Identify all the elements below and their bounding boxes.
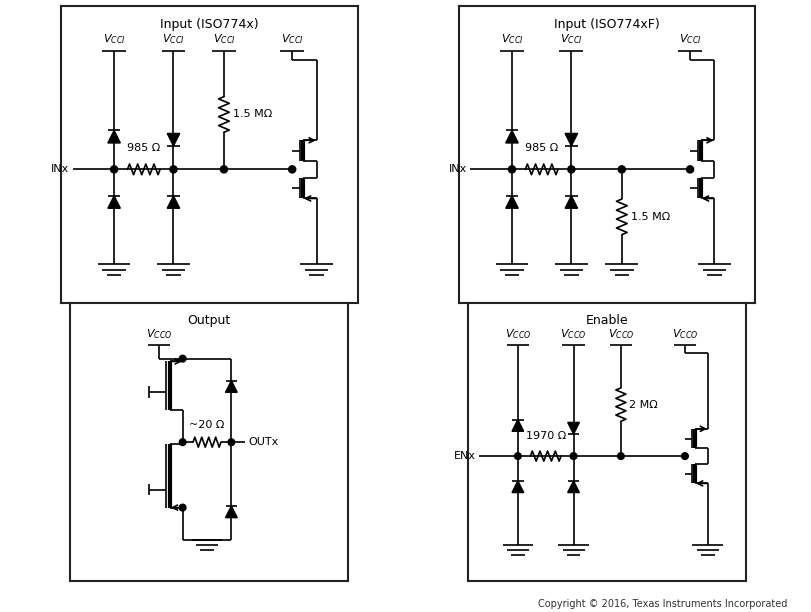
Polygon shape (564, 196, 577, 208)
Polygon shape (512, 481, 523, 493)
Circle shape (508, 166, 515, 173)
Circle shape (680, 453, 688, 460)
Text: $V_{CCO}$: $V_{CCO}$ (607, 327, 633, 340)
Text: $V_{CCO}$: $V_{CCO}$ (671, 327, 697, 340)
Text: $V_{CCO}$: $V_{CCO}$ (560, 327, 586, 340)
Text: $V_{CCO}$: $V_{CCO}$ (504, 327, 530, 340)
Text: $V_{CCI}$: $V_{CCI}$ (162, 32, 185, 46)
Circle shape (179, 504, 186, 511)
Circle shape (169, 166, 177, 173)
Circle shape (179, 439, 186, 446)
Text: $V_{CCI}$: $V_{CCI}$ (678, 32, 701, 46)
Circle shape (228, 439, 234, 446)
Circle shape (617, 166, 624, 173)
Text: ~20 Ω: ~20 Ω (189, 420, 225, 430)
Polygon shape (567, 422, 579, 434)
Text: $V_{CCI}$: $V_{CCI}$ (103, 32, 125, 46)
Text: 1970 Ω: 1970 Ω (525, 431, 565, 441)
Polygon shape (505, 130, 517, 143)
Text: ENx: ENx (453, 451, 475, 461)
Text: OUTx: OUTx (248, 437, 278, 447)
Text: Output: Output (187, 314, 230, 327)
Text: Input (ISO774x): Input (ISO774x) (160, 18, 258, 31)
Circle shape (569, 453, 576, 460)
Circle shape (220, 166, 227, 173)
Circle shape (110, 166, 118, 173)
Text: $V_{CCI}$: $V_{CCI}$ (560, 32, 582, 46)
Polygon shape (167, 196, 179, 208)
Polygon shape (225, 381, 237, 392)
Polygon shape (567, 481, 579, 493)
Text: INx: INx (448, 165, 467, 174)
Circle shape (514, 453, 521, 460)
Text: 985 Ω: 985 Ω (127, 143, 161, 153)
Text: 1.5 MΩ: 1.5 MΩ (630, 212, 669, 222)
Circle shape (567, 166, 574, 173)
Polygon shape (505, 196, 517, 208)
Polygon shape (225, 506, 237, 518)
Circle shape (288, 166, 295, 173)
Polygon shape (108, 196, 120, 208)
Text: $V_{CCI}$: $V_{CCI}$ (500, 32, 522, 46)
Text: INx: INx (51, 165, 70, 174)
Text: Input (ISO774xF): Input (ISO774xF) (553, 18, 659, 31)
Text: 2 MΩ: 2 MΩ (629, 400, 657, 409)
Text: Copyright © 2016, Texas Instruments Incorporated: Copyright © 2016, Texas Instruments Inco… (538, 599, 787, 609)
Polygon shape (108, 130, 120, 143)
Circle shape (685, 166, 693, 173)
Polygon shape (167, 133, 179, 146)
Polygon shape (512, 420, 523, 431)
Text: $V_{CCI}$: $V_{CCI}$ (281, 32, 303, 46)
Text: Enable: Enable (585, 314, 628, 327)
Text: 1.5 MΩ: 1.5 MΩ (233, 110, 272, 119)
Text: $V_{CCI}$: $V_{CCI}$ (212, 32, 235, 46)
Circle shape (617, 453, 624, 460)
Polygon shape (564, 133, 577, 146)
Text: $V_{CCO}$: $V_{CCO}$ (146, 327, 172, 340)
Circle shape (179, 356, 186, 362)
Text: 985 Ω: 985 Ω (525, 143, 558, 153)
